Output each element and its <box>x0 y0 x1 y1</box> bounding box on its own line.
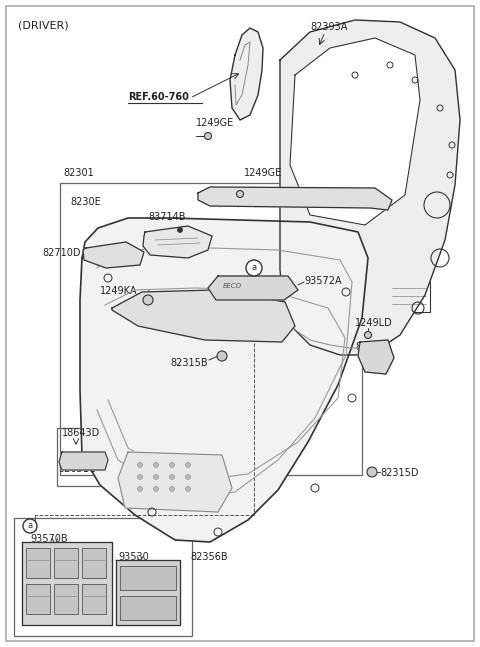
Circle shape <box>143 295 153 305</box>
Circle shape <box>185 487 191 492</box>
Circle shape <box>137 463 143 468</box>
Polygon shape <box>59 452 108 470</box>
Bar <box>82 548 106 578</box>
Bar <box>26 548 50 578</box>
Text: 18643D: 18643D <box>62 428 100 438</box>
Text: 82356B: 82356B <box>190 552 228 562</box>
Polygon shape <box>208 276 298 300</box>
Text: a: a <box>27 521 33 531</box>
Circle shape <box>137 474 143 479</box>
Text: 82315D: 82315D <box>380 468 419 478</box>
Text: 83714B: 83714B <box>148 212 185 222</box>
Bar <box>388 280 430 312</box>
Text: 82710D: 82710D <box>42 248 81 258</box>
Polygon shape <box>116 560 180 625</box>
Circle shape <box>169 487 175 492</box>
Polygon shape <box>143 226 212 258</box>
Text: REF.60-760: REF.60-760 <box>128 92 189 102</box>
Text: 82393A: 82393A <box>310 22 348 32</box>
Circle shape <box>169 463 175 468</box>
Circle shape <box>23 519 37 533</box>
Text: 1249GE: 1249GE <box>244 168 282 178</box>
Text: 1249GE: 1249GE <box>196 118 234 128</box>
Circle shape <box>154 487 158 492</box>
Polygon shape <box>22 542 112 625</box>
Polygon shape <box>280 20 460 355</box>
Bar <box>120 566 176 590</box>
Circle shape <box>185 463 191 468</box>
Text: 93572A: 93572A <box>304 276 342 286</box>
Text: 93530: 93530 <box>118 552 149 562</box>
Text: 8230E: 8230E <box>70 197 101 207</box>
Circle shape <box>178 228 182 232</box>
Circle shape <box>137 487 143 492</box>
Text: (DRIVER): (DRIVER) <box>18 20 69 30</box>
Text: 1249KA: 1249KA <box>100 286 137 296</box>
Text: 82610: 82610 <box>355 342 386 352</box>
Text: 93570B: 93570B <box>30 534 68 544</box>
Bar <box>54 584 78 614</box>
Circle shape <box>169 474 175 479</box>
Text: 1249LD: 1249LD <box>355 318 393 328</box>
Text: 82731D: 82731D <box>202 315 240 325</box>
Circle shape <box>204 133 212 140</box>
Polygon shape <box>198 187 392 210</box>
Polygon shape <box>112 290 295 342</box>
Circle shape <box>217 351 227 361</box>
Polygon shape <box>358 340 394 374</box>
Bar <box>14 518 192 636</box>
Circle shape <box>154 474 158 479</box>
Circle shape <box>237 190 243 197</box>
Bar <box>26 584 50 614</box>
Circle shape <box>367 467 377 477</box>
Circle shape <box>364 331 372 338</box>
Circle shape <box>154 463 158 468</box>
Bar <box>60 183 362 475</box>
Text: 92631C: 92631C <box>58 464 96 474</box>
Polygon shape <box>230 28 263 120</box>
Text: a: a <box>252 263 257 272</box>
Bar <box>57 428 177 486</box>
Polygon shape <box>290 38 420 225</box>
Circle shape <box>246 260 262 276</box>
Bar <box>82 584 106 614</box>
Polygon shape <box>83 242 144 268</box>
Bar <box>120 596 176 620</box>
Polygon shape <box>80 218 368 542</box>
Text: 82301: 82301 <box>63 168 94 178</box>
Text: 82231: 82231 <box>332 174 363 184</box>
Circle shape <box>185 474 191 479</box>
Bar <box>54 548 78 578</box>
Text: 82315B: 82315B <box>170 358 208 368</box>
Polygon shape <box>118 452 232 512</box>
Text: EECO: EECO <box>222 283 241 289</box>
